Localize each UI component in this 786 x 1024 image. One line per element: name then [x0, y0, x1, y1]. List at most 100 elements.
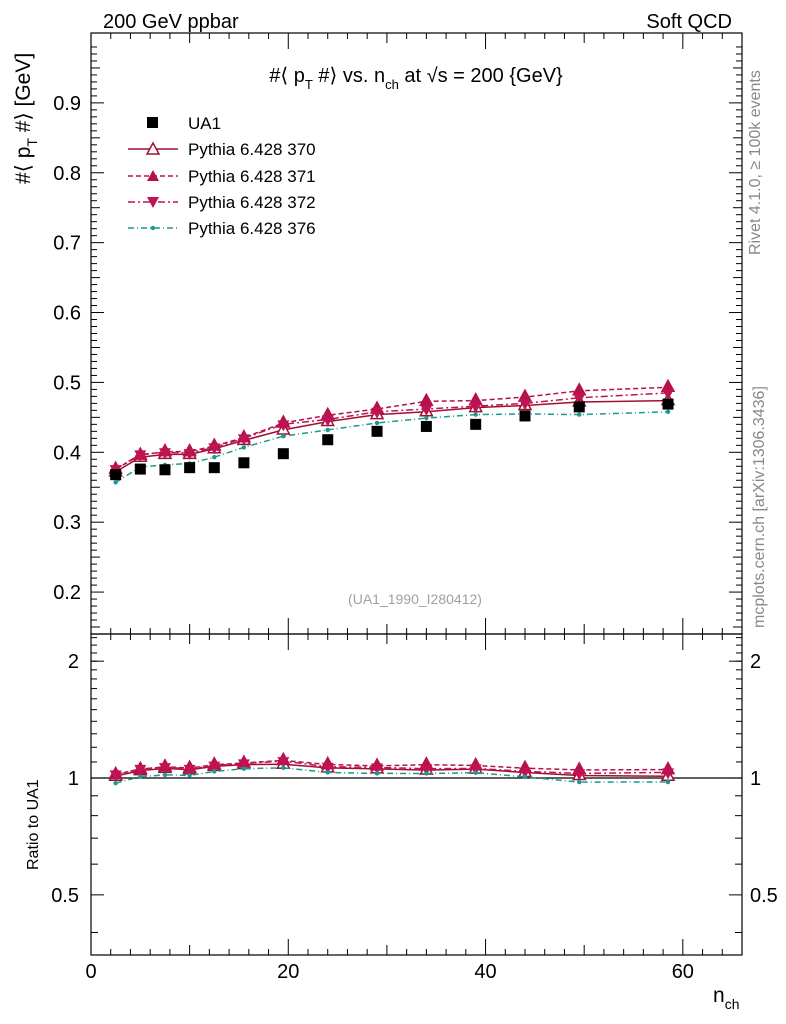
ratio-4-point	[241, 766, 247, 771]
ratio-4-point	[281, 765, 286, 770]
series-2-point	[571, 382, 587, 396]
plot-title: #⟨ pT #⟩ vs. nch at √s = 200 {GeV}	[269, 65, 563, 92]
ratio-panel-frame	[90, 633, 743, 956]
ua1-data-point	[238, 457, 250, 469]
header-category: Soft QCD	[646, 11, 732, 33]
ratio-3-point	[469, 764, 482, 776]
ratio-y-tick-label-right: 0.5	[750, 885, 778, 907]
ratio-4-point	[325, 770, 330, 775]
ratio-3-point	[277, 757, 290, 769]
ratio-4-point	[374, 771, 380, 776]
ratio-3-point	[134, 764, 147, 776]
ua1-data-point	[184, 462, 196, 474]
ratio-4-point	[138, 774, 143, 779]
ratio-3-point	[371, 763, 384, 775]
ratio-4-point	[212, 769, 217, 774]
series-4-point	[473, 412, 478, 417]
series-3-point	[469, 402, 482, 414]
legend-marker-inverted-triangle	[147, 197, 159, 208]
ratio-4-point	[162, 772, 168, 778]
series-3-point	[371, 407, 384, 419]
series-4-point	[665, 409, 671, 414]
series-3-point	[420, 404, 433, 416]
legend-entry-371: Pythia 6.428 371	[128, 167, 316, 186]
ratio-4-point	[113, 780, 118, 786]
ratio-4-point	[424, 771, 429, 776]
series-line-4	[115, 411, 669, 484]
series-4-point	[325, 427, 330, 433]
ua1-data-point	[134, 463, 146, 475]
legend-label: UA1	[188, 114, 221, 133]
series-3-point	[237, 434, 250, 446]
ratio-3-point	[420, 764, 433, 776]
ratio-3-point	[183, 764, 196, 776]
ua1-data-point	[519, 410, 531, 422]
legend-label: Pythia 6.428 370	[188, 140, 316, 159]
y-tick-label: 0.9	[53, 93, 81, 115]
series-3-point	[519, 399, 531, 411]
header-energy: 200 GeV ppbar	[103, 11, 239, 33]
legend: UA1 Pythia 6.428 370 Pythia 6.428 371 Py…	[128, 114, 316, 238]
series-4-point	[374, 420, 380, 426]
series-4-point	[577, 412, 582, 417]
x-axis-label: nch	[713, 984, 739, 1012]
series-4-point	[212, 454, 217, 460]
ua1-data-point	[662, 398, 674, 410]
legend-label: Pythia 6.428 372	[188, 193, 316, 212]
ratio-3-point	[321, 762, 334, 774]
y-tick-label: 0.4	[53, 442, 81, 464]
ratio-y-tick-label-right: 1	[750, 768, 761, 790]
y-tick-label: 0.6	[53, 303, 81, 325]
ratio-3-point	[662, 768, 675, 780]
series-3-point	[321, 415, 334, 427]
legend-entry-370: Pythia 6.428 370	[128, 140, 316, 159]
ua1-data-point	[208, 462, 220, 474]
series-line-3	[115, 392, 669, 470]
ua1-data-point	[277, 448, 289, 460]
y-tick-label: 0.3	[53, 512, 81, 534]
ratio-4-point	[522, 774, 528, 780]
x-tick-label: 20	[277, 961, 299, 983]
x-tick-label: 40	[474, 961, 496, 983]
series-3-point	[277, 420, 290, 432]
ratio-y-tick-label-left: 1	[68, 768, 79, 790]
series-3-point	[183, 449, 196, 461]
series-3-point	[662, 388, 675, 400]
side-text-mcplots: mcplots.cern.ch [arXiv:1306.3436]	[751, 386, 768, 628]
ratio-y-tick-label-right: 2	[750, 651, 761, 673]
legend-marker-dot	[150, 225, 156, 231]
ratio-y-tick-label-left: 0.5	[51, 885, 79, 907]
legend-marker-square	[147, 117, 158, 128]
ratio-panel-series	[91, 751, 742, 786]
ratio-3-point	[573, 769, 586, 781]
ua1-data-point	[371, 425, 383, 437]
ua1-data-point	[322, 434, 334, 446]
ratio-3-point	[519, 767, 531, 779]
ua1-data-point	[470, 418, 482, 430]
series-3-point	[573, 393, 586, 405]
ratio-axis-label: Ratio to UA1	[25, 779, 42, 870]
series-4-point	[241, 445, 247, 450]
ratio-3-point	[158, 763, 171, 775]
ratio-3-point	[208, 761, 221, 773]
y-tick-label: 0.2	[53, 582, 81, 604]
x-tick-label: 60	[672, 961, 694, 983]
ua1-data-point	[573, 401, 585, 413]
ratio-4-point	[473, 770, 478, 775]
side-text-rivet: Rivet 4.1.0, ≥ 100k events	[747, 70, 764, 255]
legend-entry-ua1: UA1	[147, 114, 221, 133]
tick-labels: 0.2 0.3 0.4 0.5 0.6 0.7 0.8 0.9 0.5 1 2 …	[51, 93, 778, 983]
ua1-data-point	[110, 469, 122, 481]
ratio-3-point	[109, 770, 122, 782]
ratio-line-2	[115, 759, 669, 776]
ua1-data-point	[159, 464, 171, 476]
legend-entry-376: Pythia 6.428 376	[128, 219, 316, 238]
ratio-4-point	[577, 779, 582, 785]
series-4-point	[424, 415, 429, 421]
analysis-id-watermark: (UA1_1990_I280412)	[348, 591, 482, 607]
series-3-point	[134, 450, 147, 462]
series-3-point	[208, 443, 221, 455]
series-3-point	[158, 448, 171, 460]
ratio-3-point	[237, 759, 250, 771]
